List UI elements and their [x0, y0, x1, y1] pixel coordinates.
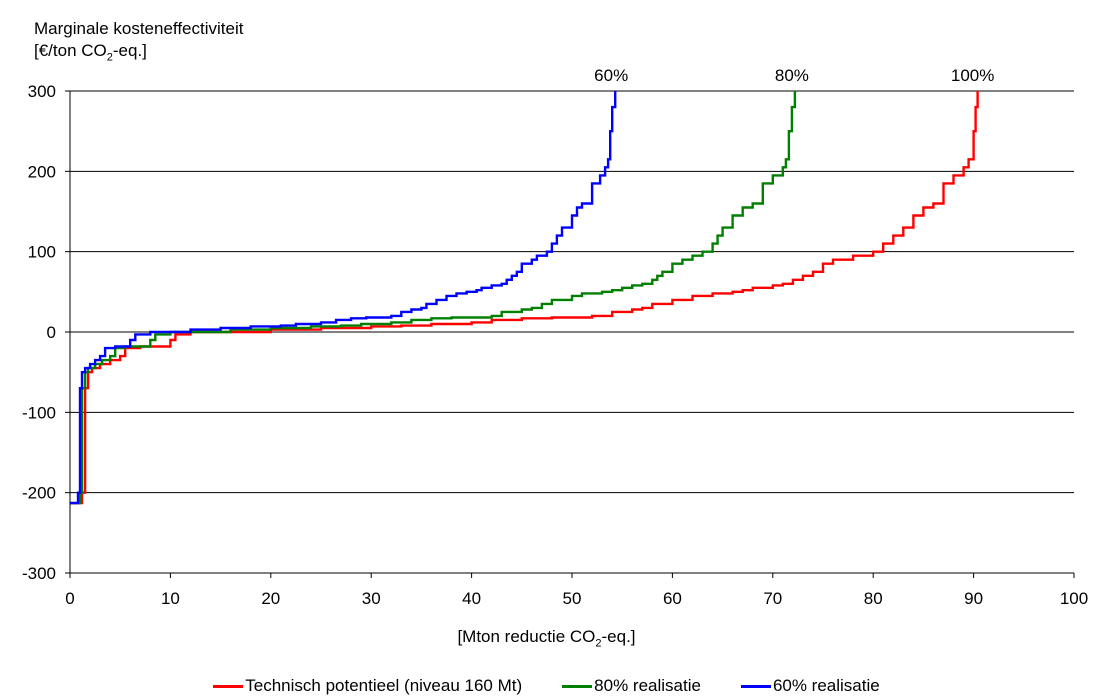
x-tick-label: 60: [663, 589, 682, 608]
legend: Technisch potentieel (niveau 160 Mt) 80%…: [0, 676, 1093, 696]
x-tick-label: 70: [763, 589, 782, 608]
x-axis-label-prefix: [Mton reductie CO: [457, 627, 596, 646]
annotation-label: 60%: [594, 66, 628, 85]
y-tick-label: 0: [47, 323, 56, 342]
x-tick-label: 20: [261, 589, 280, 608]
x-tick-label: 100: [1060, 589, 1088, 608]
legend-item-technisch: Technisch potentieel (niveau 160 Mt): [213, 676, 522, 696]
series-line-1: [70, 91, 797, 505]
x-tick-label: 40: [462, 589, 481, 608]
legend-item-80: 80% realisatie: [562, 676, 701, 696]
y-axis-label-sub: 2: [106, 51, 113, 64]
x-tick-label: 80: [864, 589, 883, 608]
x-tick-label: 0: [65, 589, 74, 608]
x-tick-label: 50: [563, 589, 582, 608]
y-axis-label-prefix: [€/ton CO: [34, 41, 107, 60]
legend-label: Technisch potentieel (niveau 160 Mt): [245, 676, 523, 695]
y-tick-label: 300: [28, 82, 56, 101]
y-axis-label-line1: Marginale kosteneffectiviteit: [34, 19, 244, 38]
y-axis-label-line2: [€/ton CO2-eq.]: [34, 40, 243, 68]
y-tick-label: -200: [22, 484, 56, 503]
legend-label: 80% realisatie: [594, 676, 701, 695]
legend-swatch-red: [213, 684, 244, 688]
y-tick-label: -300: [22, 564, 56, 583]
x-axis-label-suffix: -eq.]: [601, 627, 636, 646]
x-axis-label: [Mton reductie CO2-eq.]: [0, 627, 1093, 649]
series-line-2: [70, 91, 617, 505]
y-axis-label: Marginale kosteneffectiviteit [€/ton CO2…: [34, 18, 243, 68]
x-tick-label: 30: [362, 589, 381, 608]
legend-swatch-green: [562, 684, 593, 688]
legend-swatch-blue: [740, 684, 771, 688]
y-tick-label: 200: [28, 162, 56, 181]
legend-item-60: 60% realisatie: [740, 676, 880, 696]
y-tick-label: 100: [28, 243, 56, 262]
x-axis-label-sub: 2: [595, 637, 602, 650]
annotation-label: 100%: [951, 66, 994, 85]
y-tick-label: -100: [22, 403, 56, 422]
annotation-label: 80%: [775, 66, 809, 85]
series-line-0: [70, 91, 979, 505]
x-tick-label: 90: [964, 589, 983, 608]
y-axis-label-suffix: -eq.]: [112, 41, 147, 60]
legend-label: 60% realisatie: [772, 676, 880, 695]
x-tick-label: 10: [161, 589, 180, 608]
